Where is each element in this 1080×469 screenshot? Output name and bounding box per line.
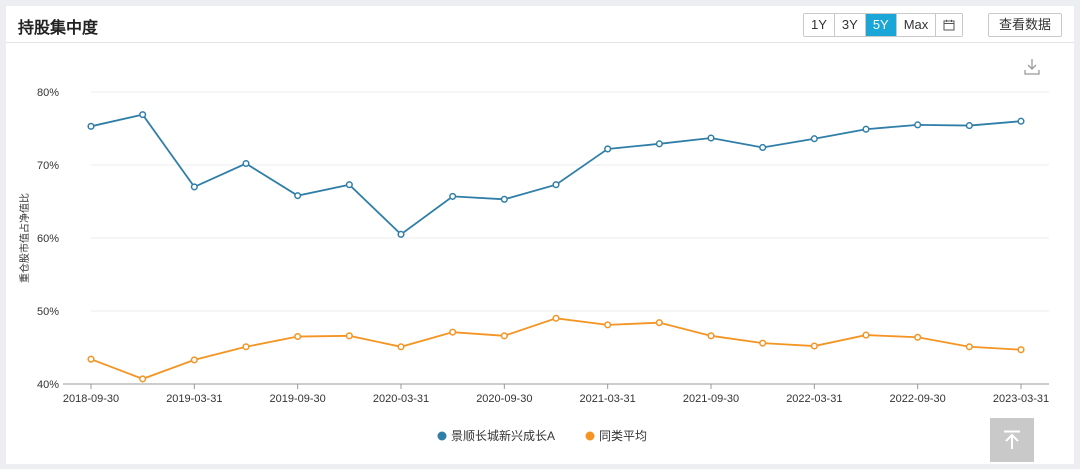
panel-header: 持股集中度 1Y 3Y 5Y Max 查看数据 (6, 6, 1074, 43)
data-point[interactable] (759, 143, 767, 152)
range-selector: 1Y 3Y 5Y Max (803, 13, 964, 37)
data-point[interactable] (604, 145, 612, 153)
data-point[interactable] (862, 125, 870, 133)
series-line-2 (90, 317, 1022, 380)
x-tick-label: 2018-09-30 (63, 393, 119, 405)
x-tick-label: 2020-03-31 (373, 393, 429, 405)
data-point[interactable] (810, 135, 818, 143)
holding-concentration-panel: 持股集中度 1Y 3Y 5Y Max 查看数据 (6, 6, 1074, 464)
chart-area: 40% 50% 60% 70% 80% 2018-09-30 2019-03-31 2019-… (6, 6, 1074, 469)
x-tick-label: 2023-03-31 (993, 393, 1049, 405)
data-point[interactable] (500, 332, 508, 340)
view-data-button[interactable]: 查看数据 (988, 13, 1063, 37)
line-chart: 40% 50% 60% 70% 80% 2018-09-30 2019-03-31 2019-… (18, 59, 1049, 443)
x-tick-label: 2019-03-31 (166, 393, 222, 405)
data-point[interactable] (345, 332, 353, 340)
y-tick-label: 60% (37, 233, 59, 245)
data-point[interactable] (139, 111, 147, 119)
legend-label[interactable]: 同类平均 (599, 429, 647, 443)
y-tick-label: 40% (37, 379, 59, 391)
y-tick-label: 70% (37, 160, 59, 172)
x-tick-label: 2021-03-31 (580, 393, 636, 405)
data-point[interactable] (655, 140, 663, 148)
arrow-up-icon (1004, 430, 1020, 449)
data-point[interactable] (294, 333, 302, 341)
data-point[interactable] (190, 183, 198, 191)
back-to-top-button[interactable] (990, 418, 1034, 462)
data-point[interactable] (242, 159, 250, 168)
y-axis-title: 重仓股市值占净值比 (18, 193, 31, 283)
data-point[interactable] (965, 122, 973, 130)
range-5y-button[interactable]: 5Y (865, 14, 897, 36)
data-point[interactable] (1017, 346, 1025, 354)
calendar-icon[interactable] (936, 14, 963, 36)
range-1y-button[interactable]: 1Y (804, 14, 835, 36)
data-point[interactable] (914, 333, 922, 341)
data-point[interactable] (655, 319, 663, 327)
data-point[interactable] (914, 121, 922, 129)
y-tick-label: 80% (37, 87, 59, 99)
panel-title: 持股集中度 (18, 20, 99, 37)
range-3y-button[interactable]: 3Y (834, 14, 866, 36)
x-tick-label: 2021-09-30 (683, 393, 739, 405)
data-point[interactable] (862, 331, 870, 339)
data-point[interactable] (87, 122, 95, 130)
data-point[interactable] (242, 343, 250, 351)
x-tick-label: 2022-03-31 (786, 393, 842, 405)
data-point[interactable] (759, 339, 767, 347)
data-point[interactable] (449, 192, 457, 200)
y-tick-label: 50% (37, 306, 59, 318)
data-point[interactable] (397, 230, 405, 238)
data-point[interactable] (500, 195, 508, 203)
range-max-button[interactable]: Max (896, 14, 937, 36)
data-point[interactable] (345, 181, 353, 189)
data-point[interactable] (552, 314, 560, 322)
series-line-1 (90, 113, 1022, 236)
data-point[interactable] (707, 134, 715, 142)
data-point[interactable] (1017, 117, 1025, 125)
data-point[interactable] (965, 343, 973, 351)
x-tick-label: 2020-09-30 (476, 393, 532, 405)
legend-marker[interactable] (437, 431, 447, 441)
data-point[interactable] (139, 375, 147, 383)
data-point[interactable] (552, 181, 560, 189)
data-point[interactable] (707, 332, 715, 340)
data-point[interactable] (810, 342, 818, 350)
data-point[interactable] (604, 321, 612, 329)
data-point[interactable] (397, 343, 405, 351)
x-tick-label: 2022-09-30 (890, 393, 946, 405)
download-icon[interactable] (1024, 59, 1040, 75)
data-point[interactable] (449, 328, 457, 336)
data-point[interactable] (190, 356, 198, 364)
legend-marker[interactable] (585, 431, 595, 441)
x-tick-label: 2019-09-30 (270, 393, 326, 405)
data-point[interactable] (294, 192, 302, 200)
legend-label[interactable]: 景顺长城新兴成长A (451, 428, 555, 443)
data-point[interactable] (87, 355, 95, 363)
